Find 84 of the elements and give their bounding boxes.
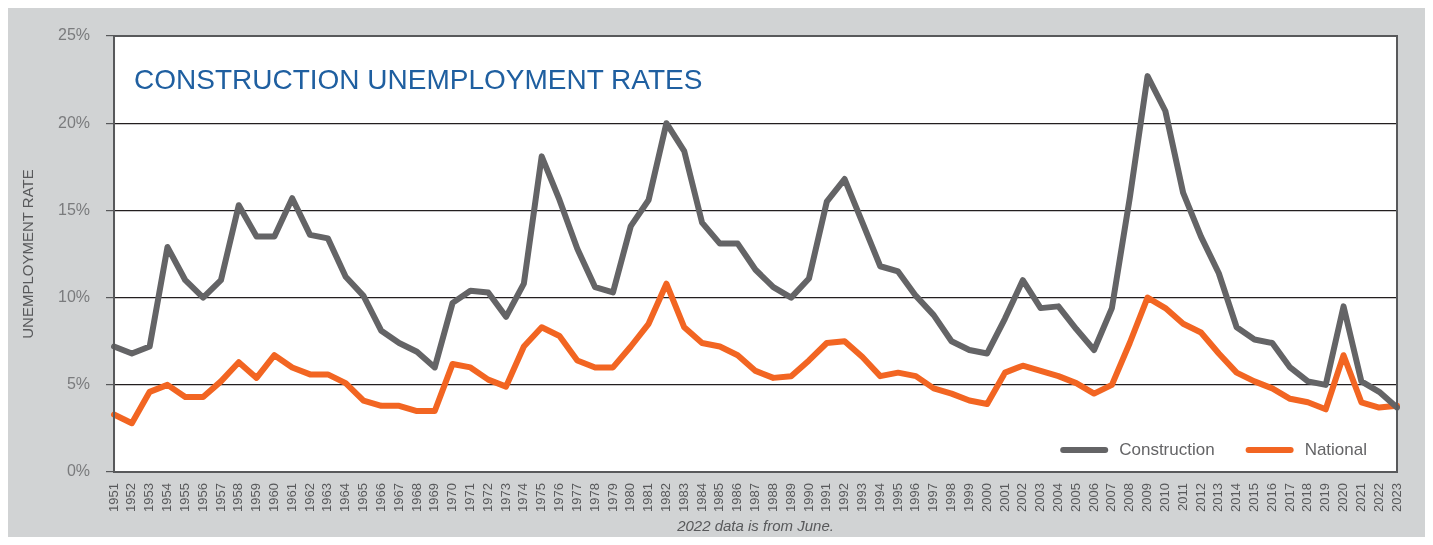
x-tick-label: 1983 — [675, 483, 691, 512]
y-axis-title: UNEMPLOYMENT RATE — [19, 169, 37, 339]
x-tick-label: 1958 — [230, 483, 246, 512]
x-tick-label: 2015 — [1246, 483, 1262, 512]
x-tick-label: 1960 — [265, 483, 281, 512]
text: 2022 data is from June. — [676, 516, 834, 534]
x-tick-label: 1959 — [248, 483, 264, 512]
x-tick-label: 1952 — [123, 483, 139, 512]
x-tick-label: 1997 — [925, 483, 941, 512]
x-tick-label: 2021 — [1352, 483, 1368, 512]
x-tick-label: 1998 — [943, 483, 959, 512]
x-tick-label: 1969 — [426, 483, 442, 512]
x-tick-label: 2002 — [1014, 483, 1030, 512]
x-tick-label: 1996 — [907, 483, 923, 512]
x-tick-label: 1984 — [693, 483, 709, 512]
x-tick-label: 2022 — [1370, 483, 1386, 512]
x-tick-label: 2023 — [1388, 483, 1404, 512]
x-tick-label: 1979 — [604, 483, 620, 512]
x-tick-label: 2018 — [1299, 483, 1315, 512]
x-tick-label: 1967 — [390, 483, 406, 512]
x-tick-label: 1993 — [854, 483, 869, 512]
x-tick-label: 2020 — [1335, 483, 1351, 512]
x-tick-label: 1978 — [586, 483, 602, 512]
x-tick-label: 2010 — [1156, 483, 1172, 512]
x-tick-label: 1992 — [836, 483, 852, 512]
x-tick-label: 2000 — [978, 483, 994, 512]
x-tick-label: 1970 — [444, 483, 460, 512]
x-tick-label: 1962 — [301, 483, 317, 512]
x-tick-label: 2003 — [1032, 483, 1048, 512]
x-tick-label: 1987 — [747, 483, 763, 512]
x-tick-label: 1985 — [711, 483, 727, 512]
x-tick-label: 1999 — [960, 483, 976, 512]
x-tick-label: 2001 — [996, 483, 1012, 512]
x-tick-label: 1964 — [337, 483, 353, 512]
y-tick-label: 15% — [57, 200, 91, 218]
x-tick-label: 1963 — [319, 483, 335, 512]
x-tick-label: 1976 — [551, 483, 567, 512]
x-tick-label: 1982 — [657, 483, 673, 512]
x-tick-label: 2011 — [1174, 483, 1190, 512]
x-tick-label: 1989 — [782, 483, 798, 512]
x-tick-label: 1977 — [568, 483, 584, 512]
x-tick-label: 2006 — [1085, 483, 1101, 512]
x-tick-label: 1957 — [212, 483, 228, 512]
y-tick-label: 5% — [66, 375, 91, 393]
x-tick-label: 1990 — [800, 483, 816, 512]
x-tick-label: 2009 — [1139, 483, 1155, 512]
x-tick-label: 2005 — [1067, 483, 1083, 512]
x-tick-label: 1980 — [622, 483, 638, 512]
legend-label: Construction — [1119, 439, 1215, 459]
x-tick-label: 2013 — [1210, 483, 1226, 512]
x-tick-label: 2019 — [1317, 483, 1333, 512]
x-tick-label: 2007 — [1103, 483, 1119, 512]
x-tick-label: 1955 — [176, 483, 192, 512]
x-tick-label: 1988 — [764, 483, 780, 512]
y-tick-label: 20% — [57, 113, 91, 131]
x-tick-label: 1966 — [372, 483, 388, 512]
x-tick-label: 1981 — [640, 483, 656, 512]
x-tick-label: 2014 — [1228, 483, 1244, 512]
x-tick-label: 1954 — [159, 483, 175, 512]
x-tick-label: 1974 — [515, 483, 531, 512]
x-tick-label: 1994 — [871, 483, 887, 512]
y-tick-label: 25% — [57, 26, 91, 44]
x-tick-label: 1975 — [533, 483, 549, 512]
x-tick-label: 1968 — [408, 483, 424, 512]
x-tick-label: 1961 — [283, 483, 299, 512]
x-tick-label: 1991 — [818, 483, 834, 512]
x-tick-label: 1965 — [355, 483, 371, 512]
y-tick-label: 0% — [66, 462, 91, 480]
x-tick-label: 1953 — [141, 483, 157, 512]
x-tick-label: 2008 — [1121, 483, 1137, 512]
x-tick-label: 1995 — [889, 483, 905, 512]
text: CONSTRUCTION UNEMPLOYMENT RATES — [134, 63, 703, 95]
legend-label: National — [1304, 439, 1367, 459]
x-tick-label: 2017 — [1281, 483, 1297, 512]
x-tick-label: 1951 — [105, 483, 121, 512]
x-tick-label: 2004 — [1050, 483, 1066, 512]
x-tick-label: 1972 — [479, 483, 495, 512]
y-tick-label: 10% — [57, 288, 91, 306]
x-tick-label: 1973 — [497, 483, 513, 512]
x-tick-label: 1971 — [461, 483, 477, 512]
x-tick-label: 2012 — [1192, 483, 1208, 512]
x-tick-label: 1956 — [194, 483, 210, 512]
x-tick-label: 1986 — [729, 483, 745, 512]
x-tick-label: 2016 — [1263, 483, 1279, 512]
